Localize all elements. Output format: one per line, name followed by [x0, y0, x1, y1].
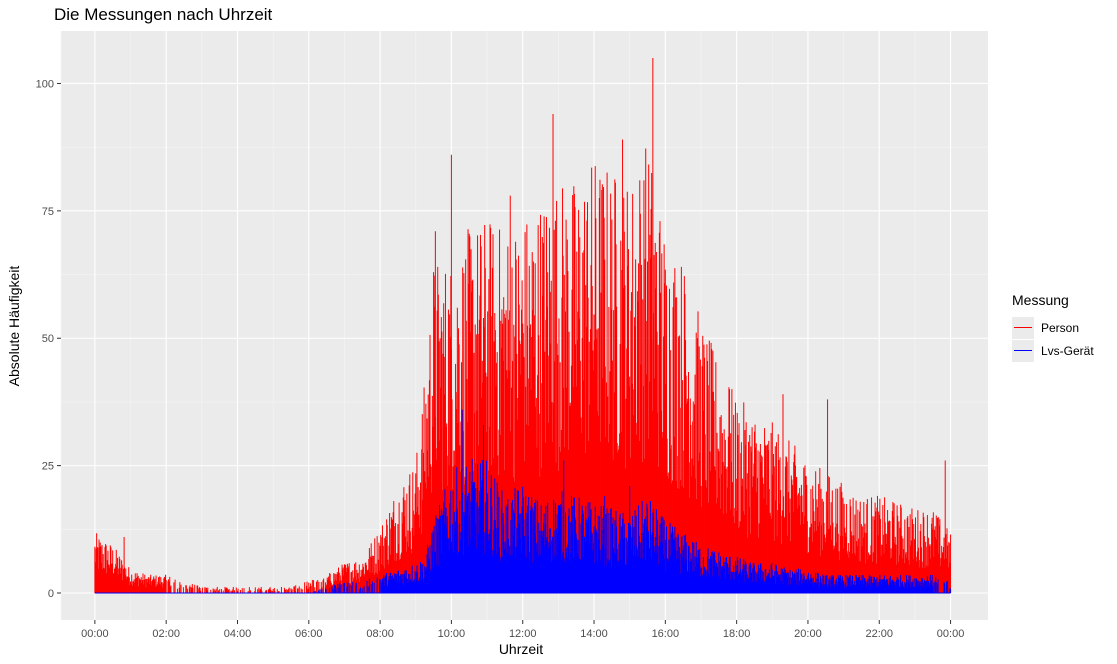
x-tick-label: 18:00 — [723, 628, 751, 640]
x-tick-label: 12:00 — [509, 628, 537, 640]
y-tick-label: 25 — [42, 461, 54, 473]
x-tick-label: 22:00 — [865, 628, 893, 640]
x-tick-label: 06:00 — [295, 628, 323, 640]
legend-item-person: Person — [1012, 316, 1094, 339]
x-axis-title: Uhrzeit — [499, 641, 543, 657]
chart-title: Die Messungen nach Uhrzeit — [54, 5, 273, 24]
x-axis: 00:00 02:00 04:00 06:00 08:00 10:00 12:00 14:00… — [81, 620, 964, 640]
x-tick-label: 20:00 — [794, 628, 822, 640]
y-tick-label: 0 — [48, 588, 54, 600]
legend-item-lvs: Lvs-Gerät — [1012, 339, 1094, 362]
y-axis-title: Absolute Häufigkeit — [6, 266, 22, 387]
x-tick-label: 08:00 — [366, 628, 394, 640]
lvs-series — [94, 409, 952, 594]
y-tick-label: 50 — [42, 333, 54, 345]
x-tick-label: 00:00 — [937, 628, 965, 640]
y-axis: 0 25 50 75 100 — [36, 78, 61, 600]
y-tick-label: 75 — [42, 206, 54, 218]
x-tick-label: 00:00 — [81, 628, 109, 640]
legend-key-lvs — [1012, 339, 1034, 362]
legend: Messung Person Lvs-Gerät — [1012, 292, 1094, 362]
x-tick-label: 16:00 — [652, 628, 680, 640]
legend-label-person: Person — [1041, 320, 1080, 335]
legend-key-person — [1012, 316, 1034, 339]
x-tick-label: 02:00 — [152, 628, 180, 640]
x-tick-label: 14:00 — [580, 628, 608, 640]
y-tick-label: 100 — [36, 78, 54, 90]
x-tick-label: 10:00 — [438, 628, 466, 640]
legend-label-lvs: Lvs-Gerät — [1041, 343, 1094, 358]
legend-title: Messung — [1012, 292, 1069, 308]
x-tick-label: 04:00 — [224, 628, 252, 640]
